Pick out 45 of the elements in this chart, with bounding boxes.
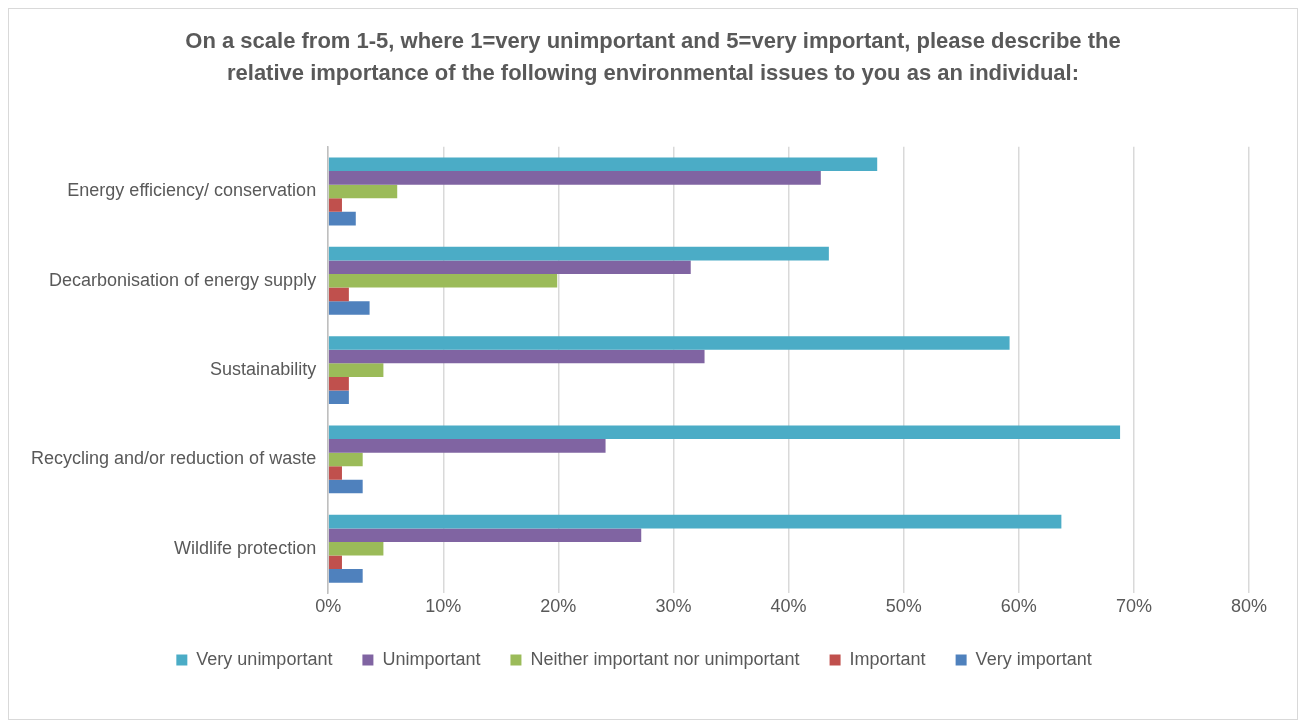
x-tick-label: 60% <box>1000 596 1037 617</box>
bar <box>328 157 878 172</box>
bar <box>328 390 349 405</box>
bar <box>328 569 363 583</box>
bar <box>328 541 384 556</box>
y-tick-label: Sustainability <box>210 359 317 380</box>
bar <box>328 452 363 467</box>
bar <box>328 528 642 542</box>
bar <box>328 349 705 364</box>
bar <box>328 287 349 302</box>
x-tick-label: 10% <box>425 596 462 617</box>
y-tick-label: Wildlife protection <box>174 537 317 558</box>
chart-title: On a scale from 1-5, where 1=very unimportant and 5=very important, please describe the relative importance of the following environmental issues to you as an individual: <box>184 27 1122 87</box>
bar <box>328 184 398 199</box>
bar <box>328 336 1010 350</box>
y-tick-label: Recycling and/or reduction of waste <box>31 448 317 469</box>
bar <box>328 555 342 570</box>
x-tick-label: 70% <box>1115 596 1152 617</box>
x-tick-label: 30% <box>655 596 692 617</box>
x-tick-label: 80% <box>1230 596 1268 617</box>
bar <box>328 211 356 226</box>
y-tick-label: Energy efficiency/ conservation <box>67 180 317 201</box>
legend-label: Important <box>849 648 926 669</box>
bar <box>328 363 384 377</box>
x-tick-label: 20% <box>540 596 577 617</box>
bar <box>328 198 342 212</box>
x-tick-label: 0% <box>315 596 342 617</box>
bar <box>328 376 349 391</box>
bar <box>328 514 1062 529</box>
bar <box>328 479 363 494</box>
bar <box>328 273 558 288</box>
bar <box>328 260 691 274</box>
legend-label: Very important <box>975 648 1092 669</box>
bar <box>328 425 1121 440</box>
legend-label: Unimportant <box>382 648 481 669</box>
y-tick-label: Decarbonisation of energy supply <box>48 269 317 290</box>
bar <box>328 171 821 185</box>
bar <box>328 439 606 453</box>
x-tick-label: 40% <box>770 596 807 617</box>
x-tick-label: 50% <box>885 596 922 617</box>
bar <box>328 246 829 261</box>
legend-label: Neither important nor unimportant <box>530 648 800 669</box>
bar <box>328 301 370 315</box>
bar <box>328 466 342 480</box>
legend-label: Very unimportant <box>196 648 333 669</box>
